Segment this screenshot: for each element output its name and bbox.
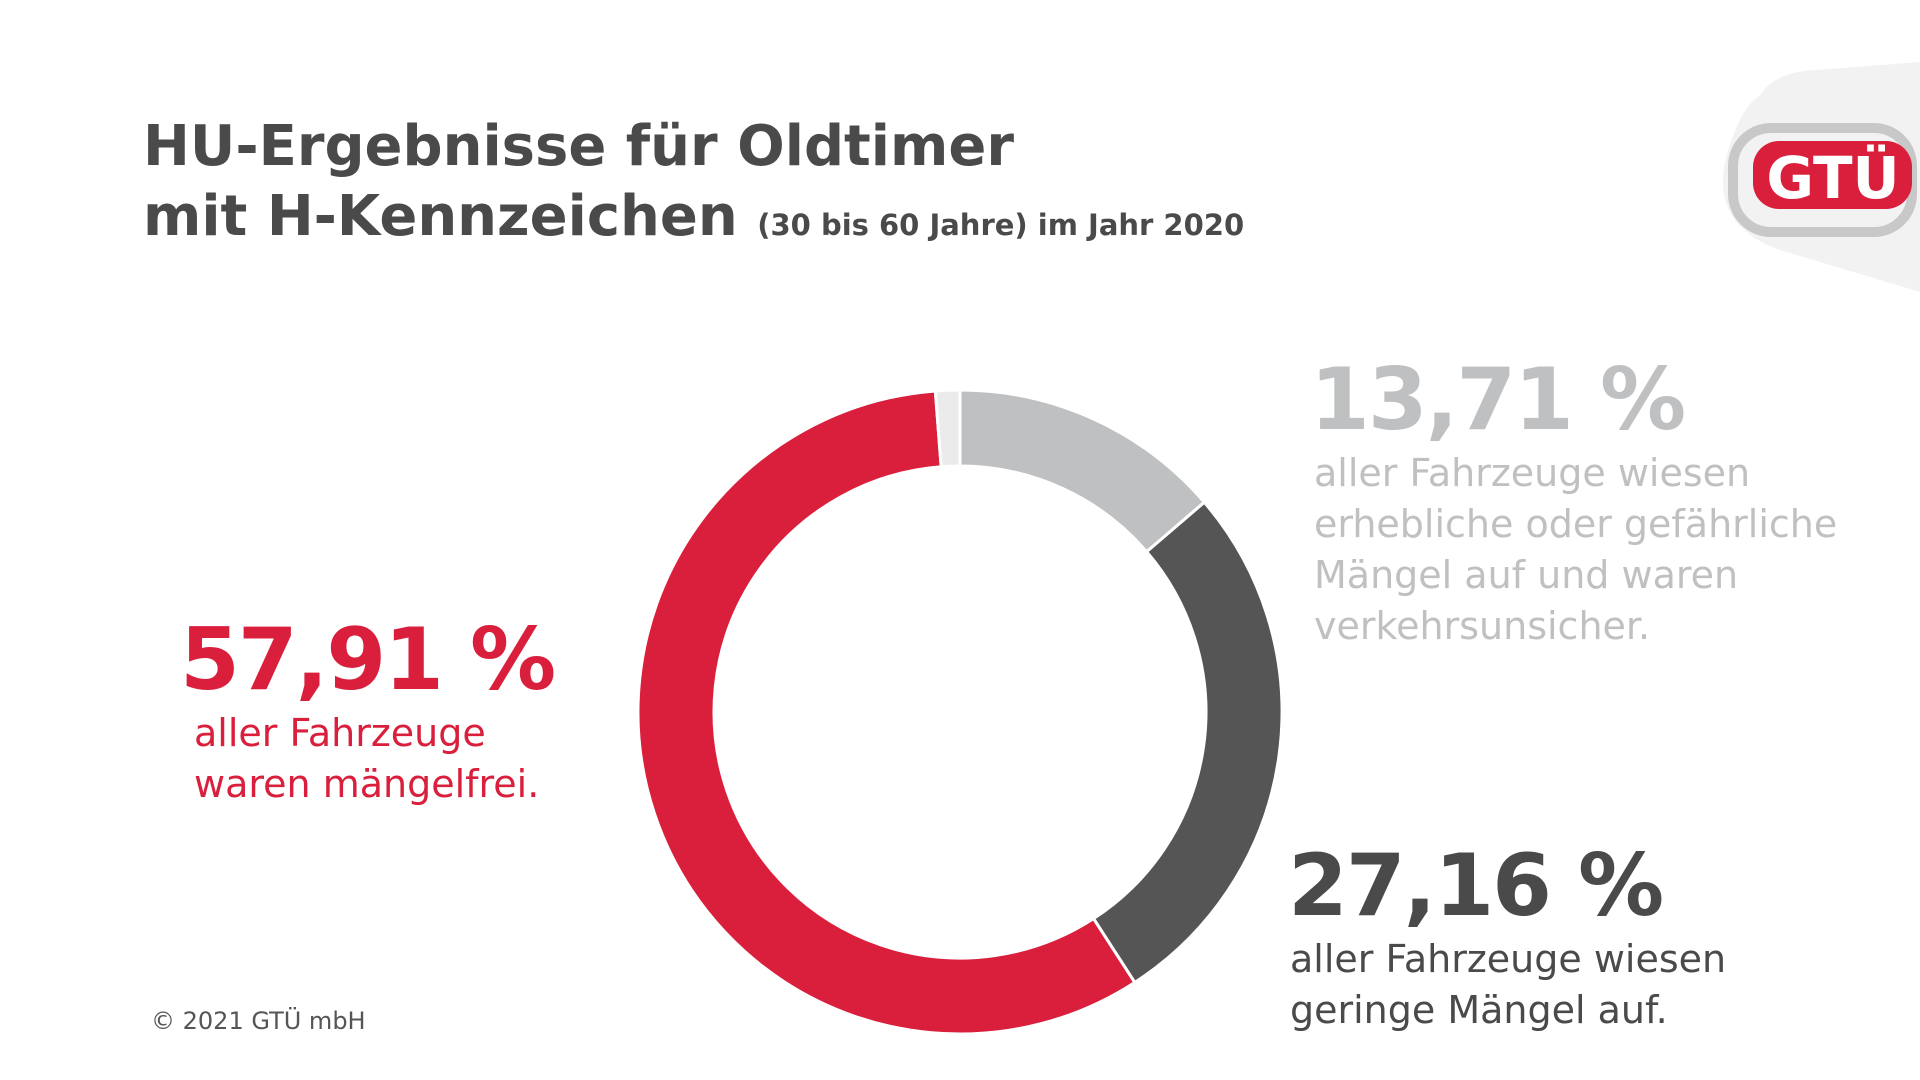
- desc-gering-2: geringe Mängel auf.: [1290, 988, 1668, 1032]
- donut-slice-other: [933, 388, 962, 469]
- desc-erheblich-1: aller Fahrzeuge wiesen: [1314, 451, 1751, 495]
- donut-slice-mangelfrei: [636, 389, 1137, 1036]
- desc-erheblich-2: erhebliche oder gefährliche: [1314, 502, 1838, 546]
- page-title: HU-Ergebnisse für Oldtimer mit H-Kennzei…: [143, 112, 1244, 260]
- title-line-2-main: mit H-Kennzeichen: [143, 184, 738, 249]
- subtitle: (30 bis 60 Jahre) im Jahr 2020: [757, 208, 1245, 242]
- logo-badge: [1753, 141, 1912, 209]
- desc-erheblich-3: Mängel auf und waren: [1314, 553, 1739, 597]
- desc-gering-1: aller Fahrzeuge wiesen: [1290, 937, 1727, 981]
- gtu-logo-graphic: GTÜ: [1722, 62, 1920, 292]
- copyright-text: © 2021 GTÜ mbH: [151, 1007, 366, 1035]
- label-erheblich: 13,71 % aller Fahrzeuge wiesen erheblich…: [1310, 352, 1837, 652]
- label-mangelfrei: 57,91 % aller Fahrzeuge waren mängelfrei…: [180, 610, 556, 810]
- logo-text: GTÜ: [1766, 143, 1899, 212]
- desc-erheblich-4: verkehrsunsicher.: [1314, 604, 1651, 648]
- desc-mangelfrei-1: aller Fahrzeuge: [194, 711, 486, 755]
- donut-slice-gering: [1091, 500, 1284, 985]
- donut-slices: [636, 388, 1284, 1036]
- gtu-logo: GTÜ: [1620, 0, 1920, 310]
- pct-erheblich: 13,71 %: [1310, 350, 1686, 450]
- pct-mangelfrei: 57,91 %: [180, 610, 556, 710]
- title-line-2: mit H-Kennzeichen (30 bis 60 Jahre) im J…: [143, 182, 1244, 260]
- pct-gering: 27,16 %: [1288, 836, 1664, 936]
- donut-slice-erheblich: [958, 388, 1207, 554]
- label-gering: 27,16 % aller Fahrzeuge wiesen geringe M…: [1288, 838, 1726, 1036]
- title-line-1: HU-Ergebnisse für Oldtimer: [143, 114, 1014, 179]
- desc-mangelfrei-2: waren mängelfrei.: [194, 762, 540, 806]
